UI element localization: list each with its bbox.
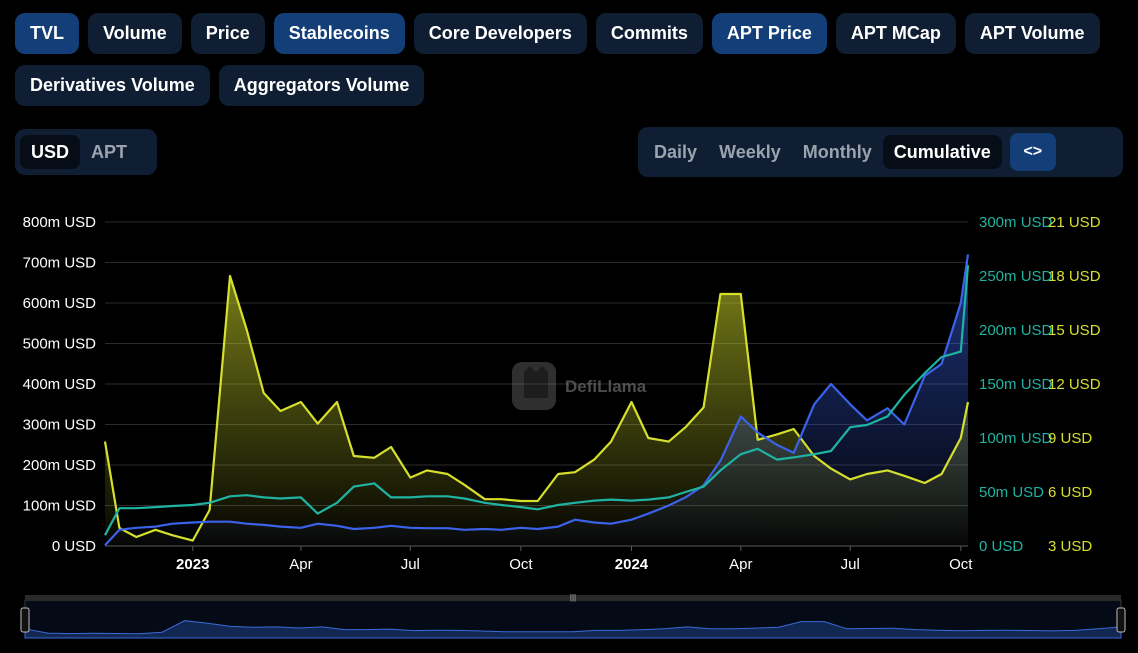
tab-apt-volume[interactable]: APT Volume: [964, 13, 1100, 54]
brush-preview-area: [24, 620, 1122, 639]
y-right2-tick-label: 21 USD: [1048, 214, 1101, 231]
tab-apt-mcap[interactable]: APT MCap: [835, 13, 956, 54]
y-left-tick-label: 400m USD: [23, 376, 97, 393]
y-right2-tick-label: 3 USD: [1048, 538, 1092, 555]
x-tick-label: Oct: [509, 556, 533, 573]
series-area-tvl: [105, 254, 968, 546]
embed-code-button[interactable]: <>: [1009, 133, 1056, 171]
y-right1-tick-label: 150m USD: [979, 376, 1053, 393]
series-line-stablecoins: [104, 265, 970, 536]
code-icon: <>: [1023, 143, 1043, 160]
y-right1-tick-label: 250m USD: [979, 268, 1053, 285]
y-right1-tick-label: 200m USD: [979, 322, 1053, 339]
y-right1-tick-label: 300m USD: [979, 214, 1053, 231]
period-option-monthly[interactable]: Monthly: [802, 141, 872, 162]
tab-core-developers[interactable]: Core Developers: [413, 13, 587, 54]
tab-derivatives-volume[interactable]: Derivatives Volume: [15, 65, 210, 106]
series-line-apt-price: [103, 274, 970, 542]
y-left-tick-label: 500m USD: [23, 336, 97, 353]
y-right1-tick-label: 50m USD: [979, 484, 1044, 501]
metric-tabs: TVL Volume Price Stablecoins Core Developers…: [15, 13, 1125, 106]
period-toggle: Daily Weekly Monthly Cumulative <>: [638, 127, 1123, 177]
y-left-tick-label: 200m USD: [23, 457, 97, 474]
y-left-tick-label: 300m USD: [23, 417, 97, 434]
defillama-watermark: DefiLlama: [512, 362, 647, 410]
y-left-tick-label: 600m USD: [23, 295, 97, 312]
y-right2-tick-label: 18 USD: [1048, 268, 1101, 285]
x-tick-label: Apr: [289, 556, 312, 573]
range-brush: |||: [20, 593, 1126, 639]
llama-logo-icon: [512, 362, 556, 410]
x-tick-label: 2023: [176, 556, 209, 573]
watermark-text: DefiLlama: [565, 377, 647, 396]
tab-price[interactable]: Price: [190, 13, 265, 54]
x-tick-label: Oct: [949, 556, 973, 573]
tab-apt-price[interactable]: APT Price: [711, 13, 827, 54]
series-area-apt-price: [105, 276, 968, 546]
y-right2-tick-label: 12 USD: [1048, 376, 1101, 393]
currency-option-usd[interactable]: USD: [20, 135, 81, 169]
y-left-tick-label: 800m USD: [23, 214, 97, 231]
currency-option-apt[interactable]: APT: [91, 141, 128, 162]
tab-aggregators-volume[interactable]: Aggregators Volume: [218, 65, 425, 106]
period-option-cumulative[interactable]: Cumulative: [882, 135, 1002, 169]
brush-grip-icon: |||: [570, 593, 576, 602]
y-right1-tick-label: 0 USD: [979, 538, 1023, 555]
tab-tvl[interactable]: TVL: [15, 13, 79, 54]
tab-commits[interactable]: Commits: [595, 13, 703, 54]
y-left-tick-label: 100m USD: [23, 498, 97, 515]
y-right2-tick-label: 9 USD: [1048, 430, 1092, 447]
y-right1-tick-label: 100m USD: [979, 430, 1053, 447]
x-tick-label: Jul: [841, 556, 860, 573]
y-left-tick-label: 0 USD: [52, 538, 96, 555]
y-left-tick-label: 700m USD: [23, 255, 97, 272]
tab-stablecoins[interactable]: Stablecoins: [273, 13, 405, 54]
period-option-weekly[interactable]: Weekly: [719, 141, 781, 162]
x-tick-label: 2024: [615, 556, 649, 573]
brush-handle-right[interactable]: [1116, 607, 1126, 633]
brush-handle-left[interactable]: [20, 607, 30, 633]
y-right2-tick-label: 6 USD: [1048, 484, 1092, 501]
tab-volume[interactable]: Volume: [88, 13, 182, 54]
y-right2-tick-label: 15 USD: [1048, 322, 1101, 339]
brush-drag-bar[interactable]: [25, 595, 1121, 601]
x-tick-label: Apr: [729, 556, 752, 573]
currency-toggle: USD APT: [15, 129, 157, 175]
period-option-daily[interactable]: Daily: [654, 141, 698, 162]
series-line-tvl: [104, 254, 970, 546]
x-tick-label: Jul: [401, 556, 420, 573]
